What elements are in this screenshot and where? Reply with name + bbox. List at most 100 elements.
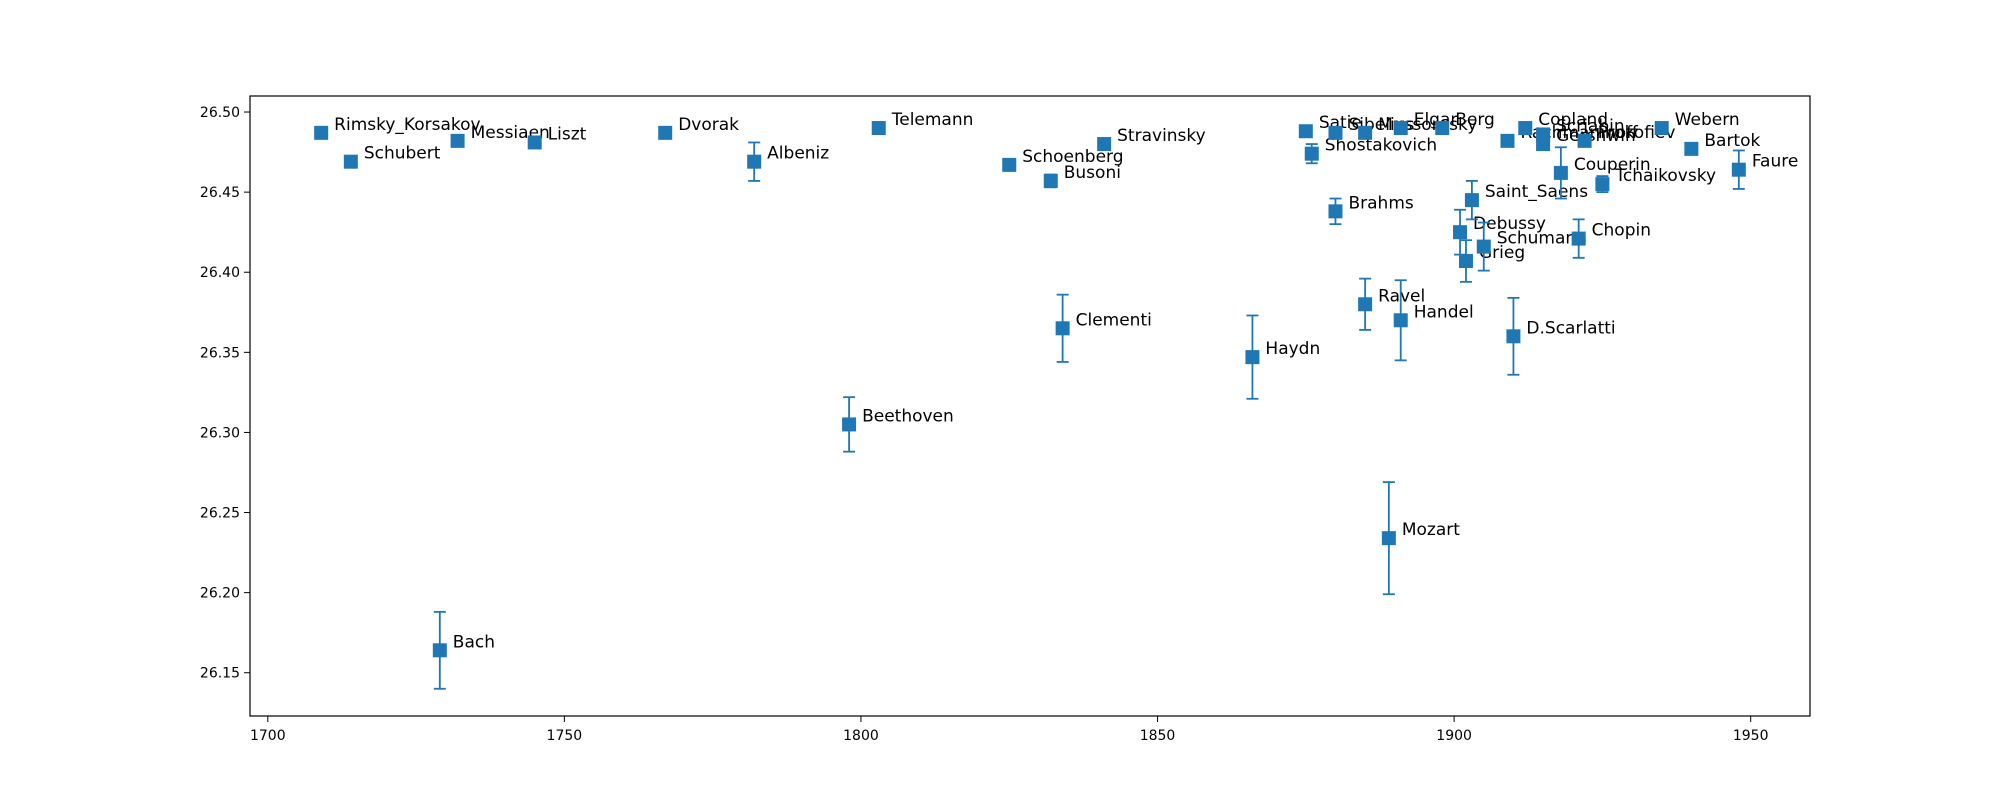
square-marker bbox=[1381, 531, 1396, 546]
square-marker bbox=[1358, 297, 1373, 312]
square-marker bbox=[432, 643, 447, 658]
x-tick-label: 1900 bbox=[1436, 728, 1472, 744]
y-tick-label: 26.45 bbox=[200, 185, 240, 201]
square-marker bbox=[1055, 321, 1070, 336]
data-point: Haydn bbox=[1245, 314, 1320, 400]
square-marker bbox=[1500, 133, 1515, 148]
square-marker bbox=[1043, 173, 1058, 188]
square-marker bbox=[1553, 165, 1568, 180]
point-label: Scriabin bbox=[1556, 116, 1625, 136]
y-tick-label: 26.25 bbox=[200, 506, 240, 522]
data-point: Clementi bbox=[1055, 293, 1152, 363]
data-point: Rachmaninoff bbox=[1500, 123, 1639, 148]
point-label: Schumann bbox=[1497, 229, 1587, 249]
point-label: Bartok bbox=[1704, 131, 1760, 151]
data-point: Liszt bbox=[527, 124, 587, 150]
data-points: Rimsky_KorsakovSchubertBachMessiaenLiszt… bbox=[314, 110, 1798, 690]
square-marker bbox=[343, 154, 358, 169]
data-point: D.Scarlatti bbox=[1506, 296, 1616, 376]
square-marker bbox=[1536, 127, 1551, 142]
point-label: Ravel bbox=[1378, 286, 1425, 306]
x-tick-label: 1800 bbox=[843, 728, 879, 744]
data-point: Saint_Saens bbox=[1464, 180, 1588, 221]
square-marker bbox=[1393, 121, 1408, 136]
plot-frame bbox=[249, 95, 1811, 717]
y-tick-label: 26.35 bbox=[200, 345, 240, 361]
data-point: Stravinsky bbox=[1097, 126, 1206, 152]
point-label: Faure bbox=[1752, 152, 1798, 172]
square-marker bbox=[1731, 162, 1746, 177]
data-point: Bartok bbox=[1684, 131, 1761, 156]
point-label: Dvorak bbox=[678, 115, 739, 135]
square-marker bbox=[747, 154, 762, 169]
square-marker bbox=[1571, 231, 1586, 246]
point-label: Handel bbox=[1414, 302, 1474, 322]
point-label: D.Scarlatti bbox=[1526, 318, 1615, 338]
data-point: Tchaikovsky bbox=[1595, 166, 1716, 194]
square-marker bbox=[1328, 125, 1343, 140]
point-label: Liszt bbox=[548, 124, 587, 144]
data-point: Brahms bbox=[1328, 193, 1414, 226]
point-label: Stravinsky bbox=[1117, 126, 1206, 146]
data-point: Faure bbox=[1731, 149, 1798, 190]
y-tick-label: 26.20 bbox=[200, 586, 240, 602]
square-marker bbox=[1684, 141, 1699, 156]
data-point: Ravel bbox=[1358, 277, 1425, 331]
square-marker bbox=[1506, 329, 1521, 344]
y-tick-label: 26.50 bbox=[200, 105, 240, 121]
square-marker bbox=[1097, 137, 1112, 152]
data-point: Schumann bbox=[1476, 221, 1587, 272]
data-point: Beethoven bbox=[842, 396, 954, 453]
square-marker bbox=[658, 125, 673, 140]
point-label: Haydn bbox=[1265, 339, 1320, 359]
data-point: Webern bbox=[1654, 110, 1740, 136]
square-marker bbox=[1002, 157, 1017, 172]
data-point: Schubert bbox=[343, 144, 441, 169]
data-point: Couperin bbox=[1553, 146, 1651, 200]
point-label: Berg bbox=[1455, 110, 1495, 130]
data-point: Chopin bbox=[1571, 218, 1651, 259]
square-marker bbox=[1304, 146, 1319, 161]
x-tick-label: 1850 bbox=[1140, 728, 1176, 744]
square-marker bbox=[1435, 121, 1450, 136]
axis-ticks: 1700 1750 1800 1850 1900 1950 26.15 26.20 26.25 2… bbox=[200, 105, 1769, 744]
square-marker bbox=[1464, 193, 1479, 208]
point-label: Busoni bbox=[1064, 163, 1121, 183]
data-point: Scriabin bbox=[1536, 116, 1625, 142]
data-point: Mozart bbox=[1381, 481, 1460, 596]
point-label: Schoenberg bbox=[1022, 147, 1123, 167]
square-marker bbox=[1358, 125, 1373, 140]
data-point: Debussy bbox=[1453, 208, 1546, 256]
data-point: Rimsky_Korsakov bbox=[314, 115, 481, 140]
square-marker bbox=[1245, 350, 1260, 365]
x-tick-label: 1750 bbox=[547, 728, 583, 744]
point-label: Rimsky_Korsakov bbox=[334, 115, 480, 135]
square-marker bbox=[314, 125, 329, 140]
point-label: Albeniz bbox=[767, 144, 829, 164]
point-label: Rachmaninoff bbox=[1520, 123, 1639, 143]
square-marker bbox=[450, 133, 465, 148]
point-label: Webern bbox=[1675, 110, 1740, 130]
data-point: Busoni bbox=[1043, 163, 1121, 189]
point-label: Shostakovich bbox=[1325, 136, 1437, 156]
x-tick-label: 1700 bbox=[250, 728, 286, 744]
point-label: Beethoven bbox=[862, 406, 954, 426]
y-tick-label: 26.30 bbox=[200, 425, 240, 441]
y-tick-label: 26.40 bbox=[200, 265, 240, 281]
point-label: Clementi bbox=[1076, 310, 1152, 330]
point-label: Telemann bbox=[891, 110, 974, 130]
point-label: Gershwin bbox=[1556, 126, 1636, 146]
square-marker bbox=[1328, 204, 1343, 219]
point-label: Tchaikovsky bbox=[1614, 166, 1716, 186]
square-marker bbox=[1453, 225, 1468, 240]
data-point: Schoenberg bbox=[1002, 147, 1124, 172]
data-point: Dvorak bbox=[658, 115, 739, 140]
point-label: Schubert bbox=[364, 144, 441, 164]
data-point: Albeniz bbox=[747, 141, 829, 182]
square-marker bbox=[527, 135, 542, 150]
square-marker bbox=[871, 121, 886, 136]
square-marker bbox=[1654, 121, 1669, 136]
point-label: Copland bbox=[1538, 110, 1608, 130]
square-marker bbox=[842, 417, 857, 432]
